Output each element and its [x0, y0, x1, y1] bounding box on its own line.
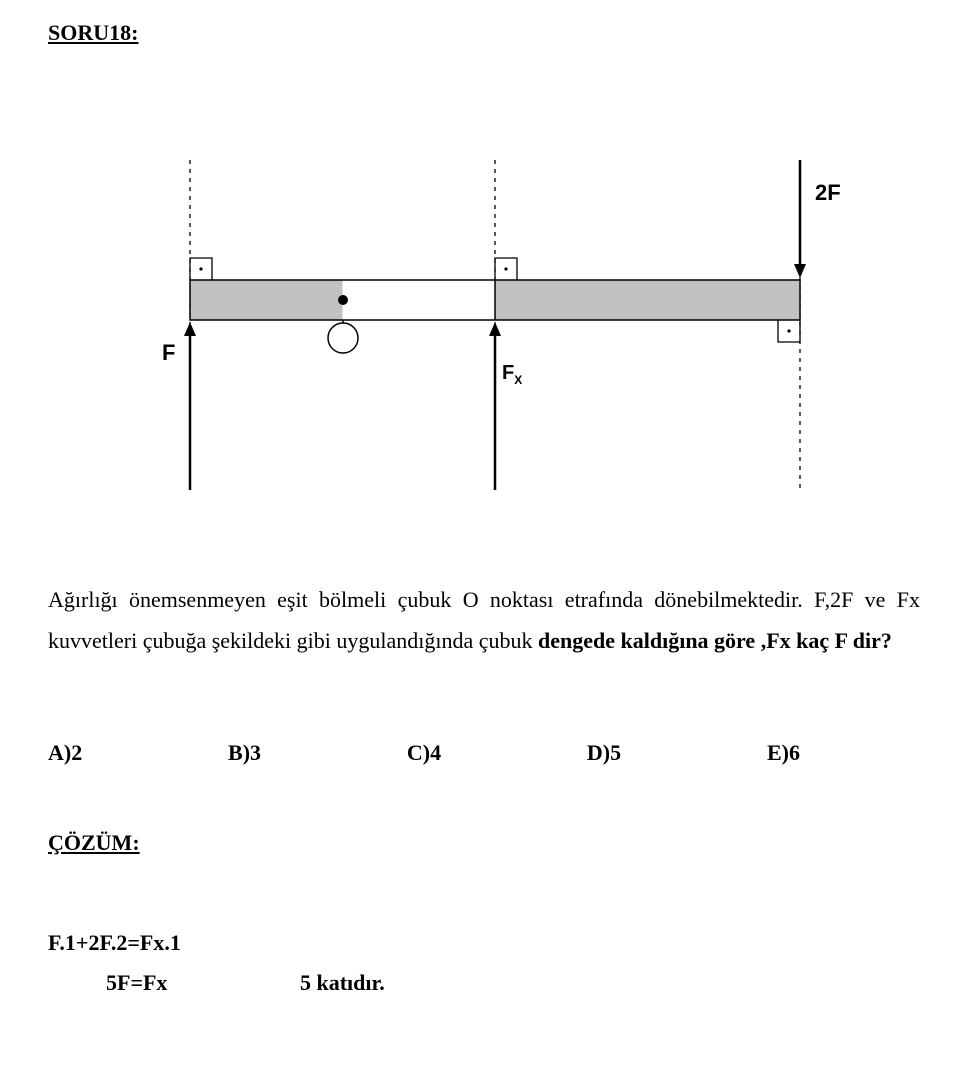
solution-line-2: 5F=Fx: [106, 970, 167, 996]
option-A: A)2: [48, 740, 82, 766]
solution-heading: ÇÖZÜM:: [48, 830, 140, 856]
solution-line-1: F.1+2F.2=Fx.1: [48, 930, 181, 956]
force-label-Fx: FX: [502, 362, 522, 387]
force-label-F: F: [162, 340, 175, 366]
solution-result: 5 katıdır.: [300, 970, 385, 996]
option-D: D)5: [587, 740, 621, 766]
force-label-2F: 2F: [815, 180, 841, 206]
option-E: E)6: [767, 740, 800, 766]
option-C: C)4: [407, 740, 441, 766]
options-row: A)2 B)3 C)4 D)5 E)6: [48, 740, 920, 766]
diagram: F FX 2F: [110, 90, 870, 520]
question-sentence-1: Ağırlığı önemsenmeyen eşit bölmeli çubuk…: [48, 587, 803, 612]
page-title: SORU18:: [48, 20, 138, 46]
question-text: Ağırlığı önemsenmeyen eşit bölmeli çubuk…: [48, 580, 920, 661]
option-B: B)3: [228, 740, 261, 766]
diagram-svg: [110, 90, 870, 520]
question-sentence-2b: dengede kaldığına göre ,Fx kaç F dir?: [538, 628, 892, 653]
